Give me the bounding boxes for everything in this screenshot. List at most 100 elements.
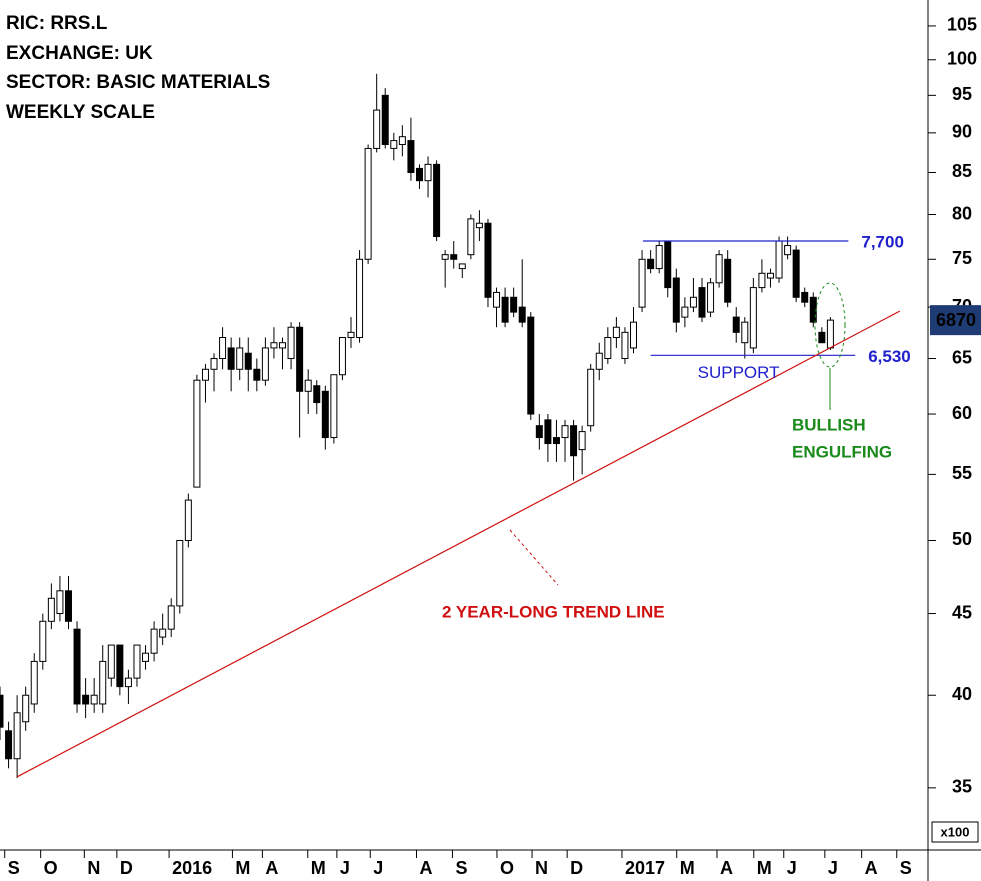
candle-body: [0, 694, 4, 728]
candle-body: [467, 218, 475, 256]
candle-body: [415, 167, 423, 182]
candle-body: [39, 620, 47, 662]
x-tick-label: O: [500, 858, 514, 878]
candle-body: [741, 321, 749, 344]
header-line: EXCHANGE: UK: [6, 43, 153, 64]
x-tick-label: J: [340, 858, 350, 878]
candle-body: [792, 249, 800, 298]
candle-body: [527, 316, 535, 415]
candle-body: [715, 254, 723, 284]
candle-body: [552, 437, 560, 445]
candle-body: [167, 605, 175, 630]
candle-body: [655, 245, 663, 270]
candle-body: [664, 240, 672, 289]
candle-body: [201, 368, 209, 381]
candle-body: [518, 306, 526, 323]
candle-body: [64, 590, 72, 622]
candle-body: [304, 379, 312, 392]
pattern-label: ENGULFING: [792, 442, 892, 461]
y-tick-label: 80: [952, 203, 972, 223]
candle-body: [493, 291, 501, 308]
candle-body: [150, 628, 158, 654]
candle-body: [561, 425, 569, 439]
y-tick-label: 60: [952, 403, 972, 423]
candle-body: [30, 660, 38, 705]
y-tick-label: 55: [952, 463, 972, 483]
candle-body: [433, 163, 441, 238]
x-tick-label: M: [235, 858, 250, 878]
candle-body: [766, 272, 774, 279]
candle-body: [133, 644, 141, 679]
y-tick-label: 50: [952, 529, 972, 549]
candle-body: [758, 272, 766, 289]
candle-body: [689, 296, 697, 308]
x-tick-label: D: [120, 858, 133, 878]
level-label: 6,530: [868, 347, 911, 366]
candle-body: [73, 628, 81, 705]
candle-body: [279, 342, 287, 349]
last-price-label: 6870: [936, 310, 976, 330]
y-tick-label: 65: [952, 347, 972, 367]
unit-label: x100: [941, 824, 970, 839]
candle-body: [116, 644, 124, 688]
x-tick-label: D: [570, 858, 583, 878]
x-tick-label: S: [455, 858, 467, 878]
trend-line: [16, 310, 901, 778]
y-tick-label: 90: [952, 122, 972, 142]
x-tick-label: M: [757, 858, 772, 878]
candle-body: [321, 390, 329, 439]
candle-body: [296, 326, 304, 392]
candle-body: [707, 282, 715, 313]
x-tick-label: J: [787, 858, 797, 878]
x-tick-label: J: [828, 858, 838, 878]
candle-body: [107, 644, 115, 679]
level-name: SUPPORT: [698, 363, 780, 382]
candle-body: [253, 368, 261, 381]
x-tick-label: J: [373, 858, 383, 878]
candle-body: [313, 385, 321, 404]
candle-body: [244, 352, 252, 370]
candle-body: [612, 326, 620, 339]
trend-label: 2 YEAR-LONG TREND LINE: [442, 602, 665, 621]
candle-body: [373, 109, 381, 149]
candle-body: [681, 306, 689, 318]
x-tick-label: O: [44, 858, 58, 878]
pattern-circle: [814, 282, 846, 368]
candle-body: [142, 652, 150, 662]
candle-body: [270, 342, 278, 349]
x-tick-label: A: [865, 858, 878, 878]
candle-body: [809, 296, 817, 323]
candle-body: [261, 347, 269, 381]
header-line: RIC: RRS.L: [6, 13, 108, 34]
y-tick-label: 40: [952, 684, 972, 704]
candle-body: [775, 240, 783, 279]
candle-body: [364, 147, 372, 260]
candle-body: [801, 291, 809, 303]
candle-body: [99, 660, 107, 705]
candle-body: [236, 347, 244, 370]
x-tick-label: A: [265, 858, 278, 878]
candle-body: [219, 337, 227, 360]
candle-body: [210, 358, 218, 370]
x-tick-label: N: [87, 858, 100, 878]
candle-body: [90, 694, 98, 705]
candle-body: [176, 539, 184, 607]
candle-body: [390, 140, 398, 149]
y-tick-label: 35: [952, 777, 972, 797]
candle-body: [347, 331, 355, 339]
pattern-label: BULLISH: [792, 415, 866, 434]
candle-body: [698, 287, 706, 318]
candle-body: [227, 347, 235, 370]
candle-body: [193, 379, 201, 488]
x-tick-label: A: [720, 858, 733, 878]
candle-body: [501, 296, 509, 323]
candle-body: [621, 331, 629, 360]
candle-body: [22, 694, 30, 723]
candle-body: [826, 319, 834, 349]
candle-body: [450, 254, 458, 260]
x-tick-label: N: [535, 858, 548, 878]
candle-body: [749, 287, 757, 349]
y-tick-label: 75: [952, 248, 972, 268]
candle-body: [475, 222, 483, 229]
